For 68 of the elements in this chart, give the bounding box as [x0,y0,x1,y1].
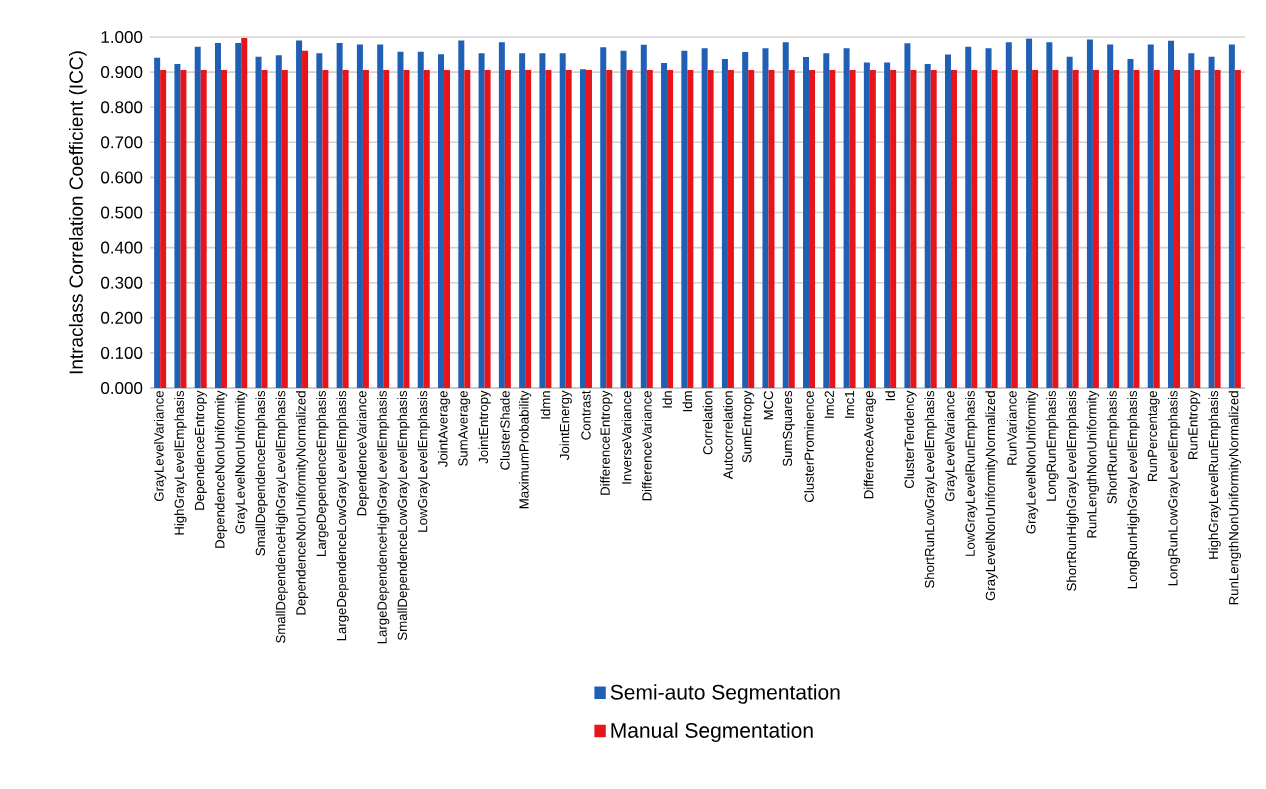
x-tick-label: ShortRunEmphasis [1107,390,1120,504]
x-tick-label: ClusterProminence [804,391,814,502]
x-tick-label: DependenceNonUniformityNormalized [295,391,309,615]
y-tick-label: 0.100 [101,346,143,359]
x-tick-label: RunLengthNonUniformity [1086,390,1100,538]
x-tick-label: RunLengthNonUniformityNormalized [1228,391,1241,605]
x-tick-label: SumEntropy [742,390,755,463]
legend-label: Semi-auto Segmentation [610,684,840,704]
y-tick-label: 0.900 [101,66,143,79]
y-tick-label: 0.300 [101,276,143,289]
x-tick-label: LongRunHighGrayLevelEmphasis [1127,390,1140,589]
x-tick-label: GrayLevelNonUniformity [1025,390,1039,534]
x-tick-label: RunPercentage [1147,391,1160,482]
x-tick-label: Id [885,391,895,401]
x-tick-label: ClusterTendency [904,390,917,489]
x-tick-label: RunEntropy [1188,390,1201,460]
y-tick-label: 0.000 [101,382,143,395]
x-tick-label: DifferenceEntropy [600,390,613,495]
y-tick-label: 0.200 [101,311,143,324]
x-tick-label: GrayLevelNonUniformityNormalized [985,391,998,601]
y-tick-label: 1.000 [101,31,143,44]
x-tick-label: DifferenceVariance [641,391,652,501]
x-tick-label: Imc2 [824,391,834,418]
y-tick-label: 0.600 [101,171,143,184]
x-tick-label: Autocorrelation [723,391,733,480]
x-tick-label: LongRunLowGrayLevelEmphasis [1167,390,1181,586]
x-tick-label: SumSquares [782,390,795,467]
x-tick-label: HighGrayLevelRunEmphasis [1208,390,1221,559]
y-tick-label: 0.700 [101,136,143,149]
x-tick-label: DependenceVariance [356,391,370,516]
y-tick-label: 0.400 [101,241,143,254]
x-tick-label: Idmn [540,391,551,419]
x-tick-label: ShortRunLowGrayLevelEmphasis [924,390,937,588]
x-tick-label: JointAverage [437,391,451,467]
x-tick-label: ShortRunHighGrayLevelEmphasis [1066,390,1079,591]
legend-label: Manual Segmentation [611,722,813,743]
x-tick-label: LongRunEmphasis [1046,390,1059,501]
x-tick-label: SmallDependenceHighGrayLevelEmphasis [275,390,288,643]
x-tick-label: SmallDependenceLowGrayLevelEmphasis [397,390,410,641]
x-tick-label: LargeDependenceHighGrayLevelEmphasis [377,390,390,644]
x-tick-label: Idn [662,391,672,408]
y-tick-label: 0.800 [101,101,143,114]
x-tick-label: GrayLevelVariance [944,391,958,502]
x-tick-label: HighGrayLevelEmphasis [174,390,187,535]
x-tick-label: SmallDependenceEmphasis [255,390,268,556]
x-tick-label: LargeDependenceLowGrayLevelEmphasis [336,390,349,641]
x-tick-label: GrayLevelNonUniformity [235,390,248,534]
x-tick-label: LargeDependenceEmphasis [316,390,329,556]
x-tick-label: GrayLevelVariance [153,391,167,502]
x-tick-label: Correlation [702,391,713,455]
x-tick-label: Imc1 [844,391,855,418]
x-tick-label: MaximumProbability [518,390,532,509]
x-tick-label: ClusterShade [500,391,510,470]
y-axis-title: Intraclass Correlation Coefficient (ICC) [68,51,87,374]
x-tick-label: LowGrayLevelRunEmphasis [965,390,978,556]
x-tick-label: InverseVariance [621,391,632,484]
x-tick-label: JointEnergy [559,390,572,460]
x-tick-label: JointEntropy [478,390,491,464]
x-tick-label: Contrast [581,390,591,440]
x-tick-label: LowGrayLevelEmphasis [417,390,430,532]
x-tick-label: Idm [682,391,693,412]
x-tick-label: DependenceNonUniformity [214,390,228,548]
x-tick-label: MCC [763,390,774,420]
y-tick-label: 0.500 [101,206,143,219]
x-tick-label: DependenceEntropy [194,390,207,510]
x-tick-label: SumAverage [458,391,471,466]
x-tick-label: RunVariance [1006,391,1017,465]
x-tick-label: DifferenceAverage [863,391,876,499]
